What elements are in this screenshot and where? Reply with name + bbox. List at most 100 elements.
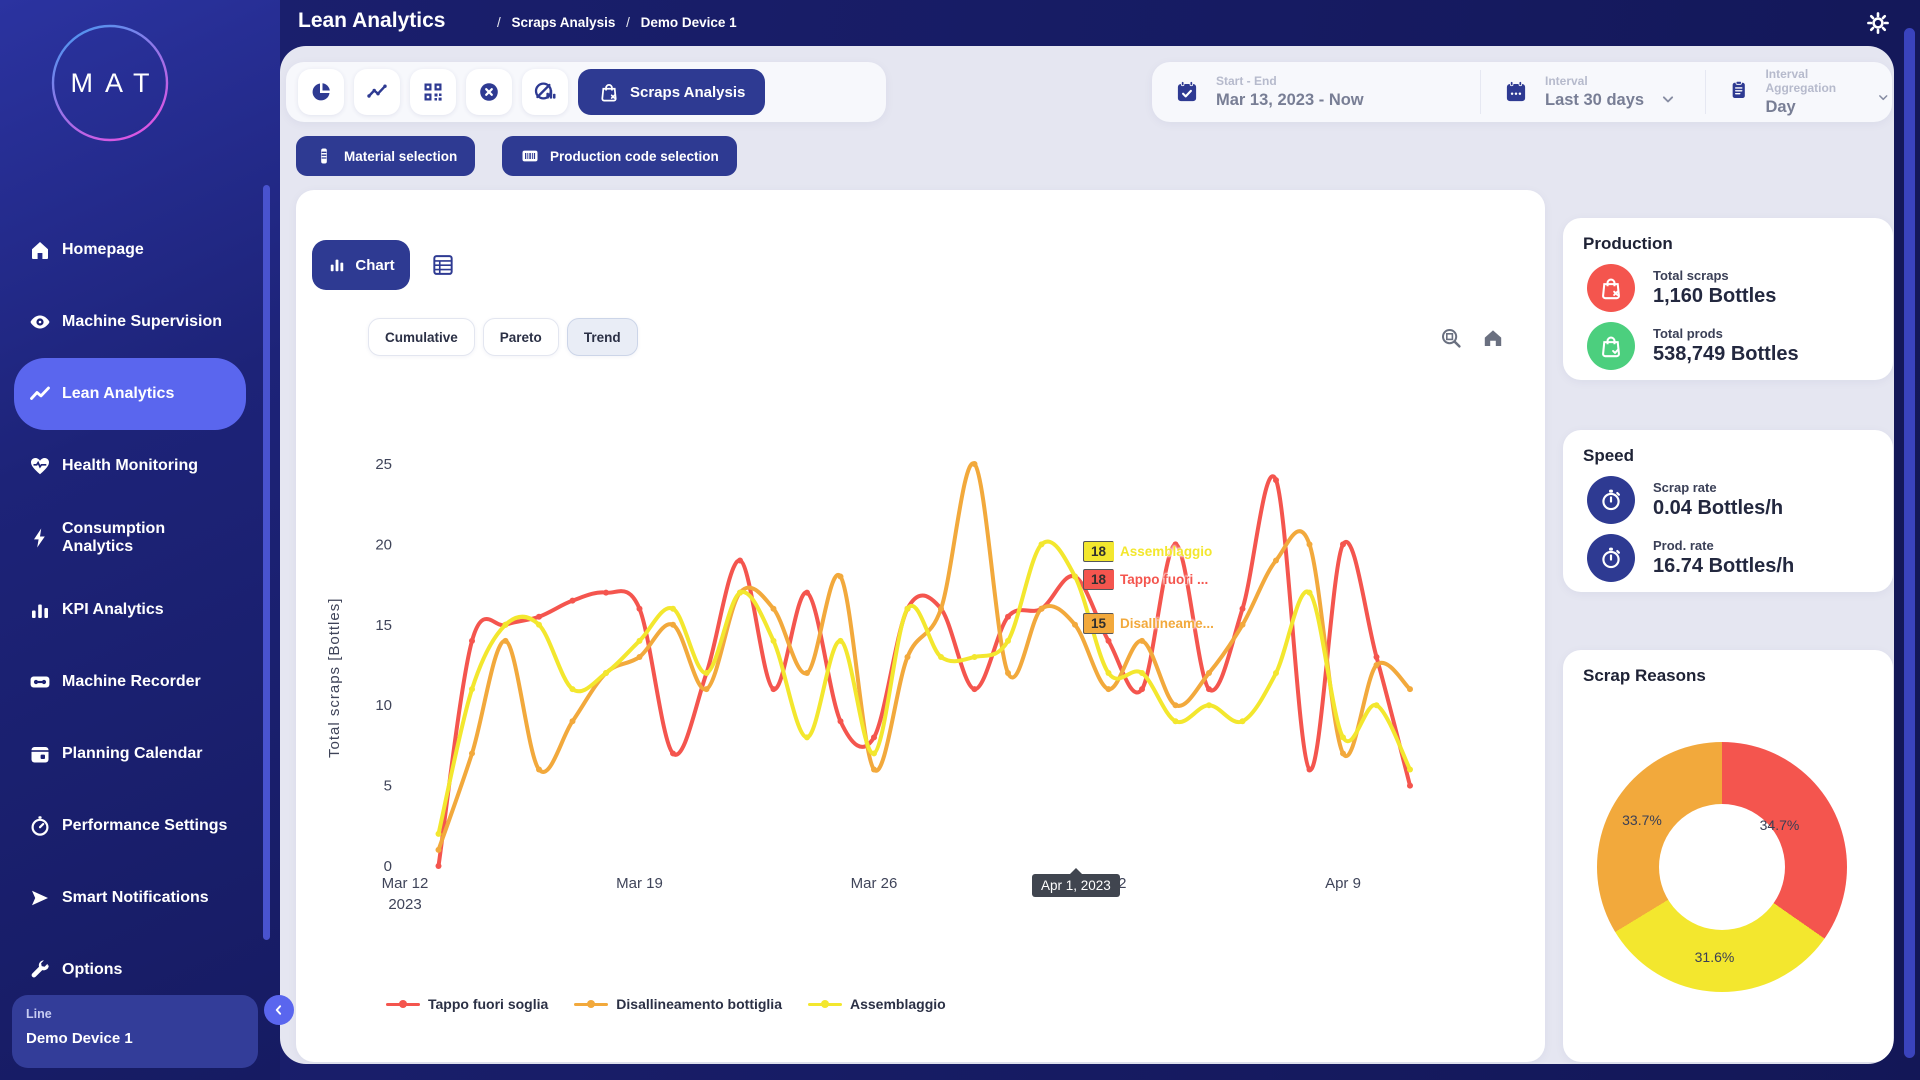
device-selector-card[interactable]: Line Demo Device 1 xyxy=(12,995,258,1068)
sidebar-item-consumption-analytics[interactable]: Consumption Analytics xyxy=(0,502,262,574)
svg-text:0: 0 xyxy=(384,858,392,875)
device-name: Demo Device 1 xyxy=(26,1030,133,1047)
material-icon xyxy=(321,148,327,164)
trend-icon xyxy=(28,382,52,406)
sidebar-item-label: Options xyxy=(62,961,123,979)
scraps-analysis-button[interactable]: Scraps Analysis xyxy=(578,69,766,115)
tab-trend[interactable]: Trend xyxy=(566,318,638,356)
production-code-selection-label: Production code selection xyxy=(550,148,719,164)
sidebar-item-machine-recorder[interactable]: Machine Recorder xyxy=(0,646,262,718)
bag-x-icon xyxy=(601,84,617,102)
sidebar-item-health-monitoring[interactable]: Health Monitoring xyxy=(0,430,262,502)
divider xyxy=(1705,70,1706,114)
hover-series-name: Disallineame... xyxy=(1120,615,1214,631)
stat-label: Total scraps xyxy=(1653,268,1729,283)
chevron-down-icon[interactable] xyxy=(1875,89,1892,109)
stat-value: 16.74 Bottles/h xyxy=(1653,555,1795,577)
table-view-button[interactable] xyxy=(430,252,456,278)
sidebar-item-label: Lean Analytics xyxy=(62,385,175,403)
legend-label: Disallineamento bottiglia xyxy=(616,996,782,1012)
production-panel: Production Total scraps 1,160 Bottles To… xyxy=(1563,218,1893,380)
send-icon xyxy=(28,886,52,910)
bolt-icon xyxy=(28,526,52,550)
total-scraps-stat: Total scraps 1,160 Bottles xyxy=(1587,264,1776,312)
settings-gear-button[interactable] xyxy=(1866,11,1890,35)
chevron-down-icon[interactable] xyxy=(1658,89,1678,109)
prod-rate-stat: Prod. rate 16.74 Bottles/h xyxy=(1587,534,1794,582)
sidebar-item-performance-settings[interactable]: Performance Settings xyxy=(0,790,262,862)
x-axis-tooltip: Apr 1, 2023 xyxy=(1032,868,1120,897)
svg-text:25: 25 xyxy=(375,456,392,473)
sidebar-item-kpi-analytics[interactable]: KPI Analytics xyxy=(0,574,262,646)
interval-value: Last 30 days xyxy=(1545,91,1645,109)
logo-ring-icon xyxy=(51,24,169,142)
legend-label: Tappo fuori soglia xyxy=(428,996,549,1012)
legend-label: Assemblaggio xyxy=(850,996,946,1012)
donut-percent-orange: 33.7% xyxy=(1622,811,1662,828)
hover-label-tappo: 18 Tappo fuori ... xyxy=(1083,568,1208,590)
start-end-selector[interactable]: Start - End Mar 13, 2023 - Now xyxy=(1152,62,1480,122)
sidebar-item-label: Homepage xyxy=(62,241,144,259)
tab-pareto[interactable]: Pareto xyxy=(482,318,559,356)
material-selection-button[interactable]: Material selection xyxy=(296,136,476,176)
sidebar-item-lean-analytics[interactable]: Lean Analytics xyxy=(14,358,246,430)
hover-label-disallineamento: 15 Disallineame... xyxy=(1083,612,1214,634)
gauge-icon xyxy=(28,814,52,838)
page-scrollbar[interactable] xyxy=(1904,28,1915,1058)
scrap-reasons-panel: Scrap Reasons 34.7% 31.6% 33.7% xyxy=(1563,650,1893,1062)
eye-icon xyxy=(28,310,52,334)
recorder-icon xyxy=(28,670,52,694)
tab-cumulative[interactable]: Cumulative xyxy=(368,318,475,356)
stopwatch-icon xyxy=(1587,534,1635,582)
sidebar-item-machine-supervision[interactable]: Machine Supervision xyxy=(0,286,262,358)
legend-swatch xyxy=(386,999,420,1009)
sidebar-item-options[interactable]: Options xyxy=(0,934,262,1006)
donut-chart[interactable] xyxy=(1597,742,1847,992)
trend-analysis-button[interactable] xyxy=(354,69,400,115)
range-selectors: Start - End Mar 13, 2023 - Now Interval … xyxy=(1152,62,1892,122)
device-type-label: Line xyxy=(26,1007,52,1021)
sidebar-item-label: Planning Calendar xyxy=(62,745,203,763)
svg-text:2023: 2023 xyxy=(388,896,421,913)
code-analysis-button[interactable] xyxy=(410,69,456,115)
trend-line-icon xyxy=(367,84,387,98)
gear-icon xyxy=(1867,12,1889,34)
table-icon xyxy=(433,255,453,275)
scraps-close-button[interactable] xyxy=(466,69,512,115)
donut-percent-yellow: 31.6% xyxy=(1694,949,1735,965)
sidebar-item-smart-notifications[interactable]: Smart Notifications xyxy=(0,862,262,934)
speed-title: Speed xyxy=(1583,446,1635,465)
chart-bars-icon xyxy=(331,259,344,272)
sidebar-item-label: Performance Settings xyxy=(62,817,228,835)
hover-value: 18 xyxy=(1083,540,1115,562)
sidebar-item-planning-calendar[interactable]: Planning Calendar xyxy=(0,718,262,790)
reset-home-icon[interactable] xyxy=(1481,326,1505,350)
svg-text:Apr 9: Apr 9 xyxy=(1325,875,1361,892)
breadcrumb-item[interactable]: Demo Device 1 xyxy=(640,15,737,30)
total-prods-stat: Total prods 538,749 Bottles xyxy=(1587,322,1799,370)
bag-x-icon xyxy=(1587,264,1635,312)
chart-card: Chart Cumulative Pareto Trend Total scra… xyxy=(296,190,1545,1062)
production-code-selection-button[interactable]: Production code selection xyxy=(502,136,737,176)
breadcrumb-item[interactable]: Scraps Analysis xyxy=(511,15,616,30)
aggregation-selector[interactable]: Interval Aggregation Day xyxy=(1706,62,1892,122)
sidebar-item-label: Consumption Analytics xyxy=(62,520,166,555)
sidebar-item-homepage[interactable]: Homepage xyxy=(0,214,262,286)
legend-item-disallineamento[interactable]: Disallineamento bottiglia xyxy=(574,996,782,1012)
interval-selector[interactable]: Interval Last 30 days xyxy=(1481,62,1705,122)
breadcrumb: / Scraps Analysis / Demo Device 1 xyxy=(497,15,737,30)
pie-analysis-button[interactable] xyxy=(298,69,344,115)
chart-legend: Tappo fuori soglia Disallineamento botti… xyxy=(386,996,946,1012)
availability-icon xyxy=(534,82,556,100)
aggregation-label: Interval Aggregation xyxy=(1765,67,1837,95)
heart-pulse-icon xyxy=(28,454,52,478)
legend-item-tappo[interactable]: Tappo fuori soglia xyxy=(386,996,548,1012)
availability-analysis-button[interactable] xyxy=(522,69,568,115)
start-end-value: Mar 13, 2023 - Now xyxy=(1216,91,1364,109)
sidebar-collapse-button[interactable] xyxy=(264,995,294,1025)
sidebar-scrollbar[interactable] xyxy=(263,185,270,940)
legend-item-assemblaggio[interactable]: Assemblaggio xyxy=(808,996,946,1012)
chart-view-button[interactable]: Chart xyxy=(312,240,410,290)
zoom-box-icon[interactable] xyxy=(1439,326,1463,350)
